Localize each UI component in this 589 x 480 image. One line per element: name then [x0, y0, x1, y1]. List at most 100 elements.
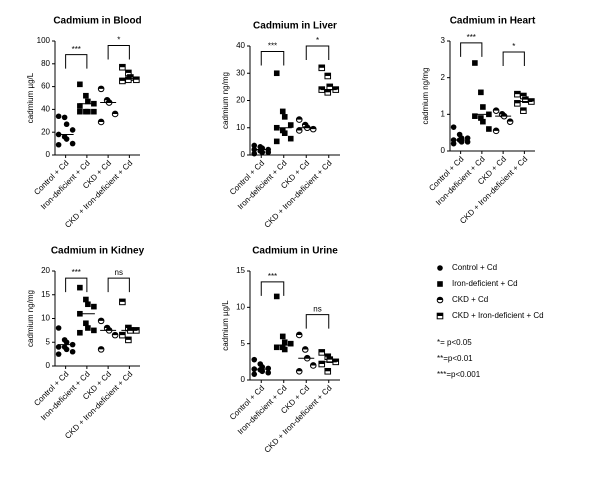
marker-half	[302, 122, 309, 126]
marker-half	[304, 355, 311, 359]
marker-half	[318, 349, 325, 353]
point	[318, 349, 326, 356]
point	[301, 346, 309, 353]
marker-shape	[77, 81, 83, 88]
marker-half	[112, 332, 118, 336]
point	[287, 122, 294, 128]
point	[69, 127, 76, 133]
point	[55, 113, 62, 120]
point	[309, 125, 317, 133]
marker-shape	[265, 149, 272, 156]
y-axis-label: cadmium µg/L	[26, 72, 35, 123]
marker-shape	[77, 329, 83, 336]
significance-label: *	[316, 36, 319, 45]
marker-shape	[85, 108, 91, 115]
y-tick-label: 15	[236, 266, 245, 275]
y-axis-label: cadmium ng/mg	[421, 68, 430, 125]
point	[61, 114, 68, 121]
y-tick-label: 5	[241, 339, 246, 348]
point	[486, 126, 492, 132]
marker-half	[125, 337, 132, 340]
marker-half	[318, 361, 325, 365]
significance-bracket	[107, 277, 130, 293]
marker-half	[437, 313, 443, 316]
point	[259, 368, 266, 375]
point	[119, 298, 126, 306]
marker-shape	[55, 113, 62, 120]
marker-shape	[251, 150, 258, 157]
point	[97, 85, 105, 93]
marker-shape	[251, 371, 258, 377]
marker-shape	[69, 348, 76, 355]
marker-shape	[259, 149, 266, 156]
marker-shape	[273, 293, 280, 300]
marker-shape	[251, 142, 258, 149]
point	[287, 340, 294, 347]
point	[251, 371, 258, 377]
y-tick-label: 3	[441, 36, 446, 45]
marker-shape	[437, 265, 443, 271]
significance-label: ***	[72, 268, 81, 277]
marker-half	[98, 86, 104, 89]
y-tick-label: 0	[241, 375, 246, 384]
marker-shape	[472, 60, 478, 66]
legend-label: Control + Cd	[452, 263, 497, 272]
point	[85, 98, 91, 105]
marker-half	[119, 299, 126, 302]
marker-shape	[77, 103, 83, 109]
marker-shape	[85, 98, 91, 105]
marker-shape	[77, 284, 83, 291]
point	[492, 127, 500, 135]
marker-shape	[273, 344, 280, 351]
marker-shape	[281, 114, 288, 120]
point	[125, 336, 132, 344]
point	[251, 150, 258, 157]
point	[265, 369, 272, 376]
marker-shape	[273, 70, 280, 77]
significance-bracket	[65, 277, 88, 293]
point	[472, 60, 478, 66]
point	[279, 333, 286, 340]
point	[125, 76, 132, 84]
chart-title: Cadmium in Liver	[253, 21, 337, 32]
marker-half	[125, 325, 132, 328]
y-tick-label: 80	[41, 59, 50, 68]
marker-half	[326, 356, 333, 360]
point	[77, 108, 83, 115]
marker-half	[112, 111, 118, 114]
significance-bracket	[305, 314, 330, 329]
point	[69, 348, 76, 355]
marker-half	[106, 327, 112, 331]
point	[85, 301, 91, 308]
marker-shape	[61, 114, 68, 121]
marker-shape	[91, 327, 97, 334]
marker-half	[310, 362, 317, 366]
marker-half	[324, 368, 331, 372]
y-tick-label: 10	[41, 314, 50, 323]
point	[83, 296, 89, 303]
marker-half	[119, 64, 126, 68]
y-tick-label: 1	[441, 109, 446, 118]
marker-half	[520, 107, 527, 111]
point	[318, 360, 326, 368]
point	[85, 325, 91, 331]
marker-shape	[69, 140, 76, 147]
point	[55, 141, 62, 148]
marker-shape	[486, 126, 492, 132]
marker-shape	[91, 108, 97, 115]
marker-half	[501, 113, 507, 117]
chart-title: Cadmium in Kidney	[51, 246, 145, 257]
point	[63, 346, 70, 353]
y-tick-label: 0	[441, 146, 446, 155]
legend-label: CKD + Iron-deficient + Cd	[452, 311, 544, 320]
marker-half	[98, 346, 104, 350]
significance-label: ns	[115, 268, 123, 277]
significance-bracket	[260, 281, 285, 296]
point	[97, 317, 105, 325]
point	[318, 64, 326, 72]
point	[295, 367, 303, 375]
chart-title: Cadmium in Heart	[450, 16, 536, 27]
marker-half	[98, 119, 104, 122]
marker-half	[507, 118, 513, 122]
